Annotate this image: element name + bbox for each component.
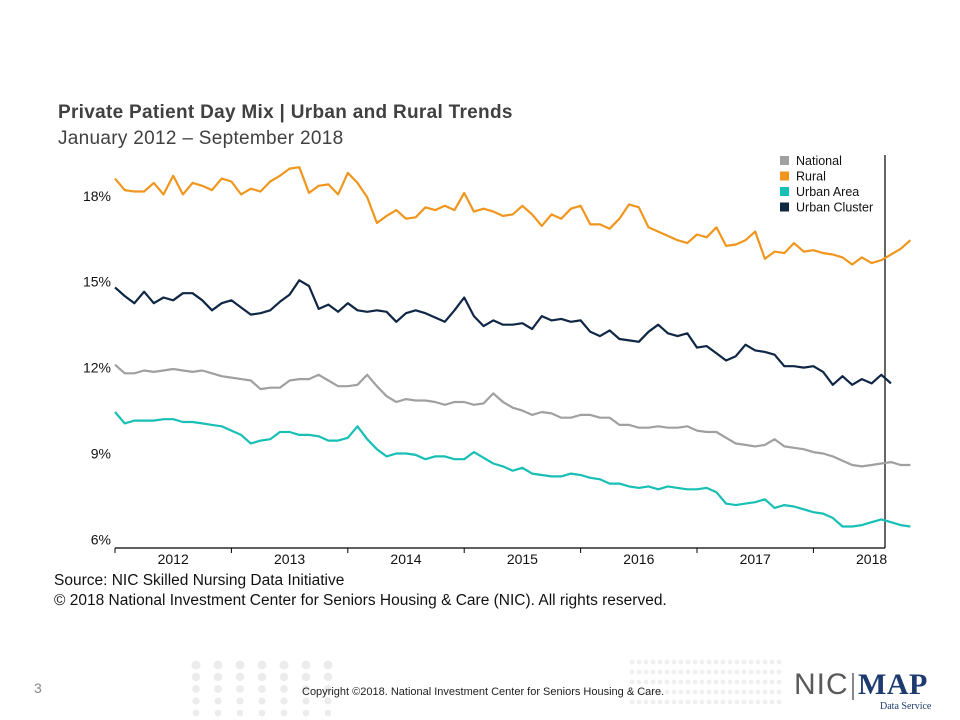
legend-swatch (780, 156, 789, 165)
x-tick-label: 2017 (740, 551, 771, 567)
x-tick-label: 2018 (856, 551, 887, 567)
legend-label: Urban Area (796, 185, 859, 199)
chart-axes: 6% 9% 12% 15% 18% 2012 2013 2014 2015 2016 2017 201… (83, 155, 887, 567)
series-line-urban-cluster (114, 279, 892, 386)
legend-swatch (780, 171, 789, 181)
logo-subtitle: Data Service (880, 701, 932, 712)
x-tick-label: 2014 (390, 551, 421, 567)
series-line-urban-area (114, 411, 911, 528)
y-tick-label: 6% (91, 531, 111, 547)
legend-swatch (780, 187, 789, 196)
x-tick-label: 2012 (158, 551, 189, 567)
chart-title: Private Patient Day Mix | Urban and Rura… (58, 102, 513, 123)
y-tick-label: 9% (91, 446, 111, 462)
y-tick-label: 12% (83, 360, 111, 376)
legend-label: Urban Cluster (796, 201, 873, 215)
legend-swatch (780, 202, 789, 212)
legend-label: National (796, 154, 842, 168)
x-tick-label: 2013 (274, 551, 305, 567)
logo-divider (852, 673, 854, 700)
page-number: 3 (34, 680, 42, 696)
logo-nic-text: NIC (794, 668, 849, 701)
series-line-national (114, 363, 911, 468)
chart-lines (114, 166, 912, 528)
footer-copyright: Copyright ©2018. National Investment Cen… (302, 686, 665, 698)
y-tick-label: 15% (83, 274, 111, 290)
rights-note: © 2018 National Investment Center for Se… (54, 592, 667, 609)
series-line-rural (114, 166, 912, 266)
chart-subtitle: January 2012 – September 2018 (58, 128, 344, 149)
legend-label: Rural (796, 170, 826, 184)
source-note: Source: NIC Skilled Nursing Data Initiat… (54, 572, 345, 589)
y-tick-label: 18% (83, 188, 111, 204)
x-tick-label: 2016 (623, 551, 654, 567)
logo-map-text: MAP (858, 668, 928, 701)
x-tick-label: 2015 (507, 551, 538, 567)
nic-map-logo: NIC MAP Data Service (794, 668, 934, 712)
